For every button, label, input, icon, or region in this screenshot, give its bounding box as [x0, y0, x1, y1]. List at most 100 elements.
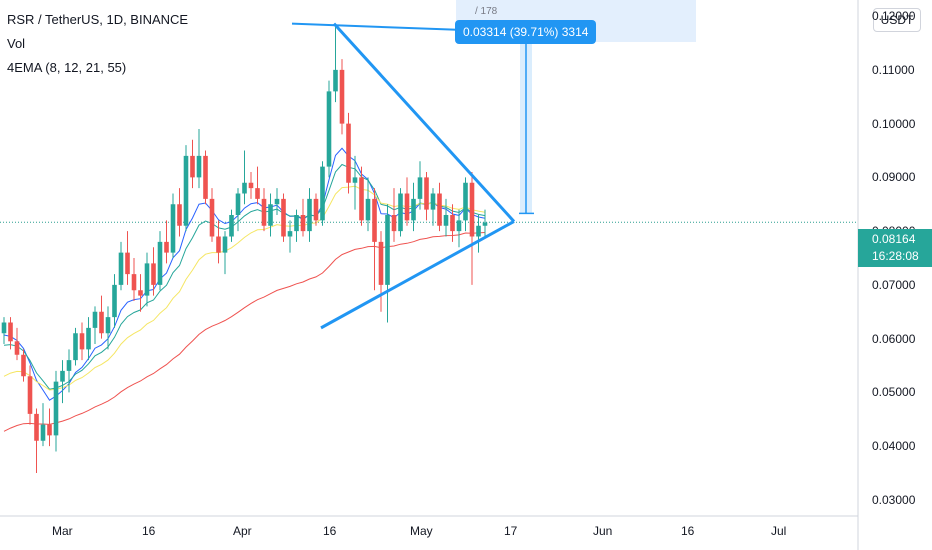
y-tick-label: 0.10000: [872, 116, 916, 131]
candle-body: [313, 198, 319, 221]
candle-body: [443, 215, 449, 226]
last-price: 0.08164: [872, 232, 916, 246]
candle-body: [411, 198, 416, 221]
triangle-descending-side: [332, 22, 516, 223]
candle-body: [170, 204, 176, 253]
measure-tag[interactable]: 0.03314 (39.71%) 3314: [455, 20, 597, 44]
triangle-ascending-side: [320, 220, 515, 330]
candle-body: [157, 241, 163, 285]
x-tick-label: 16: [142, 524, 156, 538]
candle-body: [352, 177, 358, 183]
candle-body: [34, 413, 39, 441]
x-tick-label: 16: [681, 524, 695, 538]
candle-body: [482, 222, 488, 226]
y-tick-label: 0.05000: [872, 385, 916, 400]
candle-body: [138, 290, 143, 296]
y-tick-label: 0.04000: [872, 439, 916, 454]
candle-body: [287, 231, 293, 237]
candle-body: [469, 182, 475, 237]
candle-body: [463, 182, 468, 221]
candle-body: [300, 215, 306, 232]
candle-body: [346, 123, 351, 183]
y-tick-label: 0.11000: [872, 62, 915, 77]
x-tick-label: 17: [504, 524, 518, 538]
candle-body: [40, 424, 46, 441]
candle-body: [378, 241, 384, 285]
candle-body: [274, 198, 280, 205]
y-tick-label: 0.03000: [872, 492, 916, 507]
candle-body: [294, 215, 299, 232]
candle-body: [456, 220, 462, 232]
candle-body: [196, 155, 202, 178]
candle-body: [437, 193, 442, 226]
candle-body: [53, 381, 59, 436]
x-tick-label: May: [410, 524, 433, 538]
candle-body: [1, 322, 7, 334]
candle-body: [8, 322, 13, 342]
candle-body: [229, 215, 234, 237]
candle-body: [404, 193, 410, 221]
candle-body: [209, 198, 215, 237]
candle-body: [261, 198, 267, 226]
candle-body: [372, 198, 377, 242]
x-tick-label: Apr: [233, 524, 252, 538]
candle-body: [177, 204, 182, 226]
bar-countdown: 16:28:08: [872, 249, 919, 263]
measure-top-text: / 178: [475, 6, 498, 17]
candle-body: [125, 252, 130, 275]
candle-body: [216, 236, 221, 253]
x-tick-label: Mar: [52, 524, 73, 538]
drawings: [291, 22, 598, 330]
candle-body: [131, 274, 137, 291]
candle-body: [424, 177, 429, 210]
candle-body: [450, 215, 455, 232]
candle-body: [79, 333, 85, 350]
candle-body: [99, 311, 104, 334]
candle-body: [92, 311, 98, 328]
candle-body: [14, 341, 20, 355]
candle-body: [118, 252, 124, 285]
candle-body: [398, 193, 403, 232]
candle-body: [21, 354, 26, 377]
x-tick-label: 16: [323, 524, 337, 538]
y-tick-label: 0.07000: [872, 277, 916, 292]
candle-body: [151, 263, 156, 285]
candle-body: [333, 69, 338, 92]
candle-body: [430, 193, 436, 210]
candle-body: [144, 263, 150, 296]
currency-button[interactable]: USDT: [873, 8, 921, 32]
candle-body: [339, 69, 345, 124]
candle-body: [203, 155, 208, 199]
candle-body: [365, 198, 371, 221]
candles: [1, 26, 488, 473]
candle-body: [112, 284, 117, 318]
ema-legend[interactable]: 4EMA (8, 12, 21, 55): [7, 60, 127, 75]
y-tick-label: 0.09000: [872, 170, 916, 185]
candle-body: [66, 360, 72, 371]
candle-body: [417, 177, 423, 199]
candle-body: [105, 317, 111, 334]
y-tick-label: 0.06000: [872, 331, 916, 346]
candle-body: [307, 198, 312, 232]
candle-body: [255, 188, 260, 199]
candle-body: [222, 236, 228, 253]
candle-body: [27, 376, 33, 414]
candle-body: [385, 215, 390, 285]
candle-body: [476, 225, 481, 237]
symbol-title[interactable]: RSR / TetherUS, 1D, BINANCE: [7, 12, 189, 27]
ema-55-line: [3, 232, 486, 432]
x-tick-label: Jul: [771, 524, 787, 538]
candle-body: [242, 182, 247, 194]
candle-body: [359, 177, 364, 221]
volume-legend[interactable]: Vol: [7, 36, 26, 51]
candle-body: [86, 327, 91, 350]
candle-body: [326, 91, 332, 167]
y-tick-label: 0.12000: [872, 9, 916, 24]
candle-body: [281, 198, 286, 237]
candle-body: [47, 424, 52, 436]
candle-body: [183, 155, 189, 226]
candle-body: [391, 215, 397, 232]
candle-body: [268, 204, 273, 226]
x-tick-label: Jun: [593, 524, 613, 538]
